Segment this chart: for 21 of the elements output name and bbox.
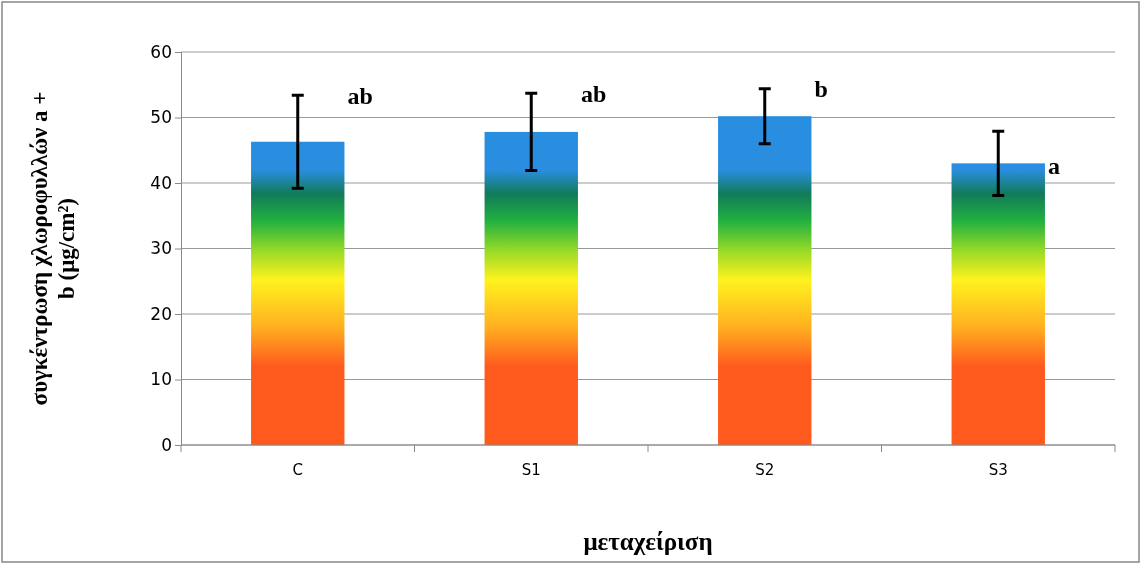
bar <box>251 141 345 445</box>
x-axis-title: μεταχείριση <box>583 528 713 555</box>
y-tick-label: 30 <box>150 238 172 259</box>
annotation: ab <box>347 82 373 109</box>
x-tick-label: S3 <box>988 461 1008 479</box>
y-tick-label: 40 <box>150 172 172 193</box>
x-tick-label: S1 <box>521 461 541 479</box>
x-tick-label: C <box>292 461 303 479</box>
annotation: ab <box>580 80 607 107</box>
bar <box>951 163 1045 445</box>
annotation: a <box>1047 153 1060 180</box>
y-tick-label: 60 <box>150 41 172 62</box>
y-tick-label: 0 <box>161 434 172 455</box>
bar <box>484 131 578 445</box>
y-tick-label: 20 <box>150 303 172 324</box>
bar <box>718 116 812 445</box>
annotation: b <box>814 76 828 103</box>
y-axis-title: συγκέντρωση χλωροφυλλών a + b (μg/cm²) <box>27 91 79 406</box>
x-tick-label: S2 <box>755 461 775 479</box>
y-tick-label: 50 <box>150 107 172 128</box>
y-tick-label: 10 <box>150 369 172 390</box>
